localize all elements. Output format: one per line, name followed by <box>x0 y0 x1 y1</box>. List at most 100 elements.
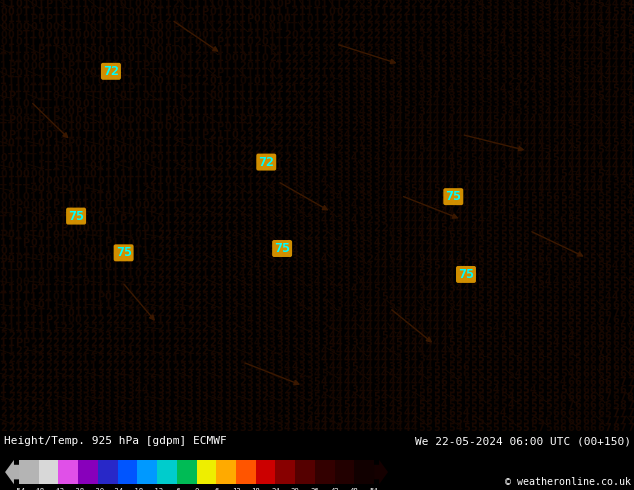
Text: T: T <box>53 68 60 78</box>
Text: 2: 2 <box>291 331 298 341</box>
Text: 2: 2 <box>231 215 238 225</box>
Text: 5: 5 <box>515 138 522 148</box>
Text: 6: 6 <box>508 284 514 294</box>
Text: T: T <box>105 99 112 109</box>
Text: 4: 4 <box>418 184 425 194</box>
Text: 1: 1 <box>67 300 74 310</box>
Text: 4: 4 <box>291 246 298 256</box>
Text: T: T <box>1 115 7 124</box>
Text: 3: 3 <box>538 30 544 40</box>
Text: T: T <box>30 230 37 241</box>
Text: 4: 4 <box>590 122 597 132</box>
Text: 4: 4 <box>284 362 290 371</box>
Text: 2: 2 <box>276 68 283 78</box>
Text: 5: 5 <box>538 385 544 395</box>
Text: 5: 5 <box>545 346 552 356</box>
Text: 4: 4 <box>411 408 417 418</box>
Text: 1: 1 <box>433 6 440 17</box>
Text: 3: 3 <box>321 269 328 279</box>
Text: 3: 3 <box>478 76 484 86</box>
Text: 0: 0 <box>37 277 44 287</box>
Text: 3: 3 <box>284 207 290 217</box>
Text: 5: 5 <box>463 423 470 433</box>
Text: 3: 3 <box>276 176 283 186</box>
Text: 1: 1 <box>202 22 209 32</box>
Text: 3: 3 <box>299 261 306 271</box>
Text: P: P <box>119 192 127 202</box>
Text: 5: 5 <box>590 207 597 217</box>
Text: 2: 2 <box>105 354 112 364</box>
Text: 0: 0 <box>45 261 52 271</box>
Text: 4: 4 <box>328 215 335 225</box>
Text: 0: 0 <box>67 153 74 163</box>
Text: 5: 5 <box>574 238 581 248</box>
Text: P: P <box>97 253 104 264</box>
Text: 2: 2 <box>321 230 328 241</box>
Text: 5: 5 <box>500 230 507 241</box>
Text: 3: 3 <box>224 161 231 171</box>
Text: 2: 2 <box>157 253 164 264</box>
Text: P: P <box>45 315 52 325</box>
Text: 2: 2 <box>30 354 37 364</box>
Text: 4: 4 <box>411 392 417 402</box>
Text: 3: 3 <box>485 92 492 101</box>
Text: 0: 0 <box>202 61 209 71</box>
Text: 3: 3 <box>448 53 455 63</box>
Text: 4: 4 <box>403 130 410 140</box>
Text: 5: 5 <box>597 369 604 379</box>
Text: 4: 4 <box>530 385 536 395</box>
Text: 6: 6 <box>605 300 611 310</box>
Text: 2: 2 <box>254 115 261 124</box>
Text: 5: 5 <box>574 246 581 256</box>
Text: 4: 4 <box>403 416 410 426</box>
Text: 5: 5 <box>515 153 522 163</box>
Text: 4: 4 <box>627 53 633 63</box>
Text: 2: 2 <box>194 339 201 348</box>
Text: 4: 4 <box>574 6 581 17</box>
Text: 4: 4 <box>463 277 470 287</box>
Text: 2: 2 <box>105 346 112 356</box>
Text: 5: 5 <box>560 346 567 356</box>
Text: 6: 6 <box>582 423 589 433</box>
Text: 6: 6 <box>627 369 633 379</box>
Text: T: T <box>187 122 193 132</box>
Text: 4: 4 <box>627 84 633 94</box>
Text: 2: 2 <box>261 146 268 155</box>
Text: 5: 5 <box>485 230 492 241</box>
Text: 1: 1 <box>120 68 126 78</box>
Text: 4: 4 <box>560 122 567 132</box>
Text: 4: 4 <box>545 107 552 117</box>
Text: 4: 4 <box>433 99 440 109</box>
Text: 0: 0 <box>179 176 186 186</box>
Text: 2: 2 <box>328 76 335 86</box>
Text: 3: 3 <box>381 92 387 101</box>
Text: 0: 0 <box>75 199 82 210</box>
Text: 4: 4 <box>433 315 440 325</box>
Text: 3: 3 <box>500 68 507 78</box>
Text: 5: 5 <box>574 308 581 318</box>
Text: 0: 0 <box>105 92 112 101</box>
Text: 2: 2 <box>134 222 141 233</box>
Text: 4: 4 <box>538 184 544 194</box>
Text: 2: 2 <box>187 269 193 279</box>
Text: 5: 5 <box>500 323 507 333</box>
Text: 3: 3 <box>552 45 559 55</box>
Text: 4: 4 <box>582 22 589 32</box>
Text: 4: 4 <box>328 362 335 371</box>
Text: 1: 1 <box>164 146 171 155</box>
Text: 2: 2 <box>194 261 201 271</box>
Text: 2: 2 <box>172 277 179 287</box>
Text: 5: 5 <box>567 315 574 325</box>
Text: 4: 4 <box>441 207 447 217</box>
Text: 4: 4 <box>605 53 611 63</box>
Text: 3: 3 <box>224 400 231 410</box>
Text: 0: 0 <box>30 53 37 63</box>
Text: 2: 2 <box>142 346 149 356</box>
Text: 4: 4 <box>411 138 417 148</box>
Text: 3: 3 <box>247 369 253 379</box>
Text: 2: 2 <box>202 222 209 233</box>
Text: 1: 1 <box>105 45 112 55</box>
Text: 3: 3 <box>418 76 425 86</box>
Text: 1: 1 <box>23 284 29 294</box>
Text: 5: 5 <box>478 261 484 271</box>
